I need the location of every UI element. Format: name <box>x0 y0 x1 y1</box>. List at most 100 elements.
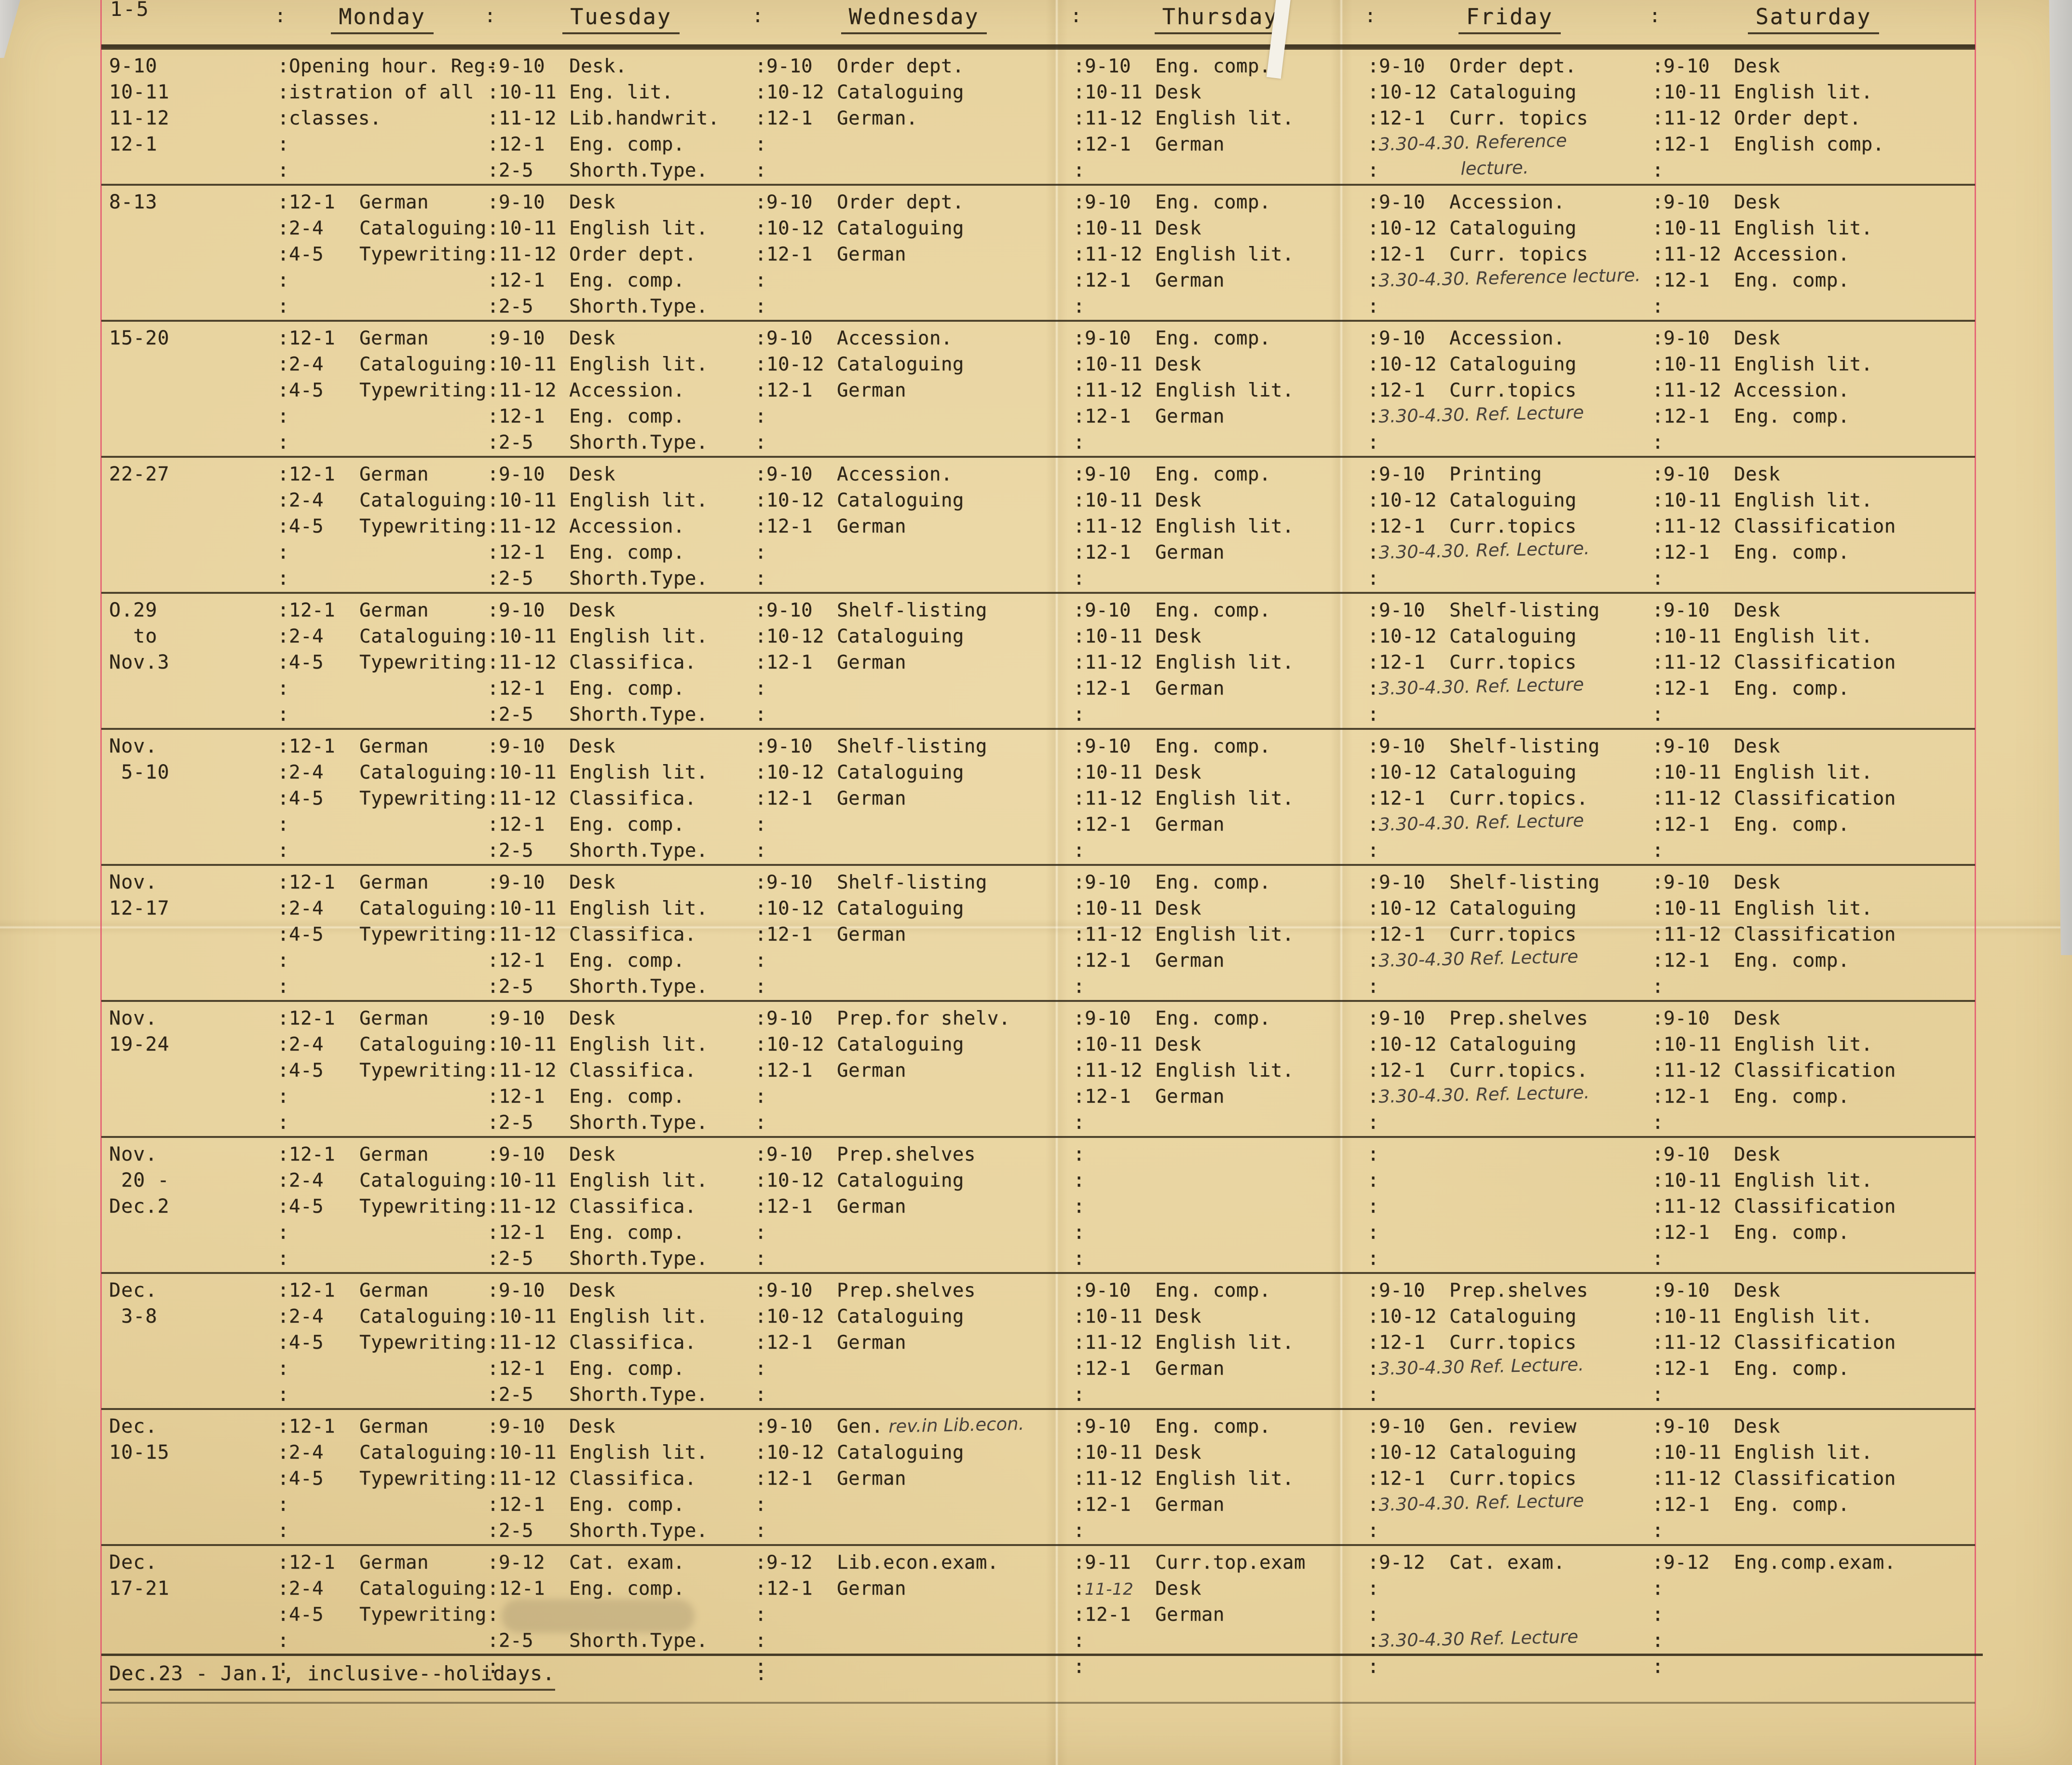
entry-line: :11-12 English lit. <box>1073 513 1367 539</box>
entry-time: 2-4 <box>289 1034 324 1055</box>
entry-time: 12-1 <box>1663 542 1710 563</box>
column-separator-colon: : <box>277 107 289 129</box>
entry-line: :12-1 German <box>755 785 1073 811</box>
entry-line: :11-12 Classification <box>1652 1329 1975 1355</box>
column-separator-colon: : <box>755 1331 767 1354</box>
day-cell-fri: :9-10 Shelf-listing:10-12 Cataloguing:12-1… <box>1367 594 1652 728</box>
entry-line: :9-10 Desk <box>1652 869 1975 895</box>
entry-line: :10-11 English lit. <box>487 1031 755 1057</box>
entry-subject: Cataloguing <box>359 1442 487 1464</box>
column-separator-colon: : <box>487 327 499 349</box>
column-separator-colon: : <box>277 1441 289 1464</box>
entry-line: : <box>1073 701 1367 727</box>
entry-subject: Cataloguing <box>837 490 964 511</box>
week-row-4: 22-27:12-1 German:2-4 Cataloguing:4-5 Typew… <box>101 456 1975 592</box>
entry-line: :12-1 German <box>755 1465 1073 1491</box>
column-separator-colon: : <box>1652 1305 1664 1327</box>
entry-line: : <box>277 1491 487 1518</box>
entry-line: :12-1 Eng. comp. <box>487 1083 755 1109</box>
entry-subject: Typewriting <box>359 788 487 809</box>
entry-subject: German <box>837 380 906 401</box>
entry-subject: Cataloguing <box>837 898 964 919</box>
entry-subject: Prep.shelves <box>837 1144 976 1165</box>
column-separator-colon: : <box>277 159 289 181</box>
column-separator-colon: : <box>1652 975 1664 998</box>
column-separator-colon: : <box>1652 703 1664 725</box>
entry-line: :10-11 English lit. <box>487 1167 755 1193</box>
entry-subject: German <box>359 736 429 757</box>
column-separator-colon: : <box>755 1305 767 1327</box>
entry-line: :10-12 Cataloguing <box>755 215 1073 241</box>
column-separator-colon: : <box>1652 1111 1664 1134</box>
column-separator-colon: : <box>277 1357 289 1380</box>
entry-line: :12-1 Eng. comp. <box>1652 403 1975 429</box>
entry-line: : <box>1367 837 1652 863</box>
entry-subject: English lit. <box>1155 1332 1294 1354</box>
entry-line: :10-11 English lit. <box>1652 1031 1975 1057</box>
entry-line: :11-12 Classification <box>1652 921 1975 947</box>
entry-line: :10-11 Desk <box>1073 623 1367 649</box>
entry-line: :3.30-4.30. Ref. Lecture. <box>1367 538 1652 565</box>
column-separator-colon: : <box>277 839 289 862</box>
entry-time: 10-11 <box>1085 762 1143 783</box>
column-separator-colon: : <box>277 1195 289 1218</box>
entry-line: :4-5 Typewriting <box>277 1057 487 1083</box>
entry-subject: Curr.topics <box>1449 924 1577 945</box>
day-cell-thu: :9-10 Eng. comp.:10-11 Desk:11-12 English l… <box>1073 322 1367 456</box>
entry-line: : <box>1652 1109 1975 1136</box>
week-row-12: Dec. 17-21:12-1 German:2-4 Cataloguing:4-5 T… <box>101 1544 1975 1680</box>
day-cell-thu: ::::: <box>1073 1138 1367 1272</box>
entry-subject: Shorth.Type. <box>569 704 708 725</box>
column-separator-colon: : <box>1367 897 1379 919</box>
entry-line: : <box>755 1355 1073 1382</box>
entry-subject: Eng. comp. <box>1155 1416 1271 1437</box>
entry-time: 12-1 <box>499 1358 545 1380</box>
entry-time: 11-12 <box>499 1468 557 1490</box>
entry-line: : <box>755 1601 1073 1628</box>
entry-time: 10-12 <box>766 1170 824 1191</box>
entry-time: 11-12 <box>1085 652 1143 673</box>
entry-subject: Cataloguing <box>837 1170 964 1191</box>
entry-subject: Classification <box>1734 1468 1896 1490</box>
entry-line: :9-10 Desk <box>1652 53 1975 79</box>
column-separator-colon: : <box>1367 1656 1379 1678</box>
column-separator-colon: : <box>487 1085 499 1108</box>
entry-time: 9-10 <box>1379 464 1425 485</box>
entry-subject: German <box>359 192 429 213</box>
entry-time: 9-10 <box>499 328 545 349</box>
column-separator-colon: : <box>1073 871 1085 893</box>
entry-time: 9-10 <box>1085 1416 1131 1437</box>
entry-time: 10-11 <box>499 762 557 783</box>
column-separator-colon: : <box>1652 787 1664 809</box>
entry-subject: Classifica. <box>569 1196 696 1218</box>
entry-time: 9-10 <box>1085 328 1131 349</box>
entry-line: :3.30-4.30 Ref. Lecture <box>1367 1626 1652 1654</box>
entry-time: 4-5 <box>289 1468 324 1490</box>
entry-line: : <box>277 675 487 701</box>
entry-subject: Eng. comp. <box>1734 814 1850 835</box>
column-separator-colon: : <box>1367 703 1379 725</box>
week-row-1: 9-10 10-11 11-12 12-1: Opening hour. Reg-: is… <box>101 48 1975 184</box>
entry-line: : <box>277 565 487 591</box>
entry-subject: Curr. topics <box>1449 108 1588 129</box>
entry-line: :10-12 Cataloguing <box>755 1303 1073 1329</box>
column-separator-colon: : <box>1367 787 1379 809</box>
corner-date-label: 1-5 <box>110 0 150 21</box>
entry-time: 10-11 <box>1663 898 1721 919</box>
entry-time: 2-5 <box>499 432 533 453</box>
column-separator-colon: : <box>487 295 499 317</box>
column-separator-colon: : <box>1367 1519 1379 1542</box>
entry-time: 2-4 <box>289 898 324 919</box>
entry-subject: Shelf-listing <box>1449 872 1600 893</box>
column-separator-colon: : <box>1367 515 1379 537</box>
column-separator-colon: : <box>1073 107 1085 129</box>
column-separator-colon: : <box>277 1221 289 1244</box>
entry-subject: German <box>359 1416 429 1437</box>
week-date-cell: Nov. 12-17 <box>101 866 277 1000</box>
week-date-label: 3-8 <box>109 1305 158 1327</box>
entry-subject: German <box>359 328 429 349</box>
week-date-cell: Dec. 3-8 <box>101 1274 277 1408</box>
entry-time: 12-1 <box>499 134 545 155</box>
entry-subject: Classification <box>1734 652 1896 673</box>
entry-time: 9-10 <box>499 55 545 77</box>
